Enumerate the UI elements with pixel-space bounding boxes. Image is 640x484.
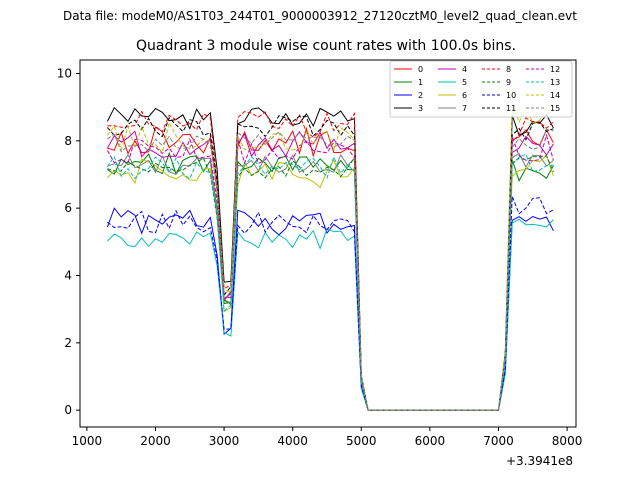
legend-label-2: 2: [418, 91, 423, 100]
y-tick-label-8: 8: [64, 134, 72, 148]
series-line-13: [106, 153, 554, 411]
legend-label-10: 10: [506, 91, 516, 100]
legend-label-6: 6: [462, 91, 467, 100]
x-tick-label-6000: 6000: [415, 434, 446, 448]
x-tick-label-1000: 1000: [72, 434, 103, 448]
x-tick-label-3000: 3000: [209, 434, 240, 448]
y-tick-label-0: 0: [64, 403, 72, 417]
legend-label-7: 7: [462, 104, 467, 113]
legend-label-3: 3: [418, 104, 423, 113]
legend-box: [389, 60, 573, 118]
x-tick-label-8000: 8000: [552, 434, 583, 448]
legend-label-8: 8: [506, 65, 511, 74]
y-tick-label-10: 10: [57, 66, 72, 80]
series-line-14: [106, 101, 554, 411]
legend-label-15: 15: [550, 104, 560, 113]
legend-label-11: 11: [506, 104, 516, 113]
y-tick-label-4: 4: [64, 268, 72, 282]
legend-label-12: 12: [550, 65, 560, 74]
y-tick-label-6: 6: [64, 201, 72, 215]
x-offset-label: +3.3941e8: [506, 454, 573, 468]
legend-label-14: 14: [550, 91, 560, 100]
series-line-10: [107, 196, 554, 411]
x-tick-label-2000: 2000: [140, 434, 171, 448]
suptitle: Data file: modeM0/AS1T03_244T01_90000039…: [63, 9, 577, 23]
x-tick-label-4000: 4000: [277, 434, 308, 448]
legend-label-5: 5: [462, 78, 467, 87]
y-tick-label-2: 2: [64, 336, 72, 350]
series-line-15: [107, 128, 554, 411]
plot-area: 1000 2000 3000 4000 5000 6000 7000 8000 0 2 4 6 8 10 0…: [57, 59, 583, 448]
chart-title: Quadrant 3 module wise count rates with …: [136, 38, 516, 54]
legend-label-1: 1: [418, 78, 423, 87]
axes-frame: [79, 59, 577, 428]
x-tick-label-7000: 7000: [483, 434, 514, 448]
legend-label-13: 13: [550, 78, 560, 87]
legend-label-9: 9: [506, 78, 511, 87]
x-tick-label-5000: 5000: [346, 434, 377, 448]
legend-label-0: 0: [418, 65, 423, 74]
legend-label-4: 4: [462, 65, 467, 74]
